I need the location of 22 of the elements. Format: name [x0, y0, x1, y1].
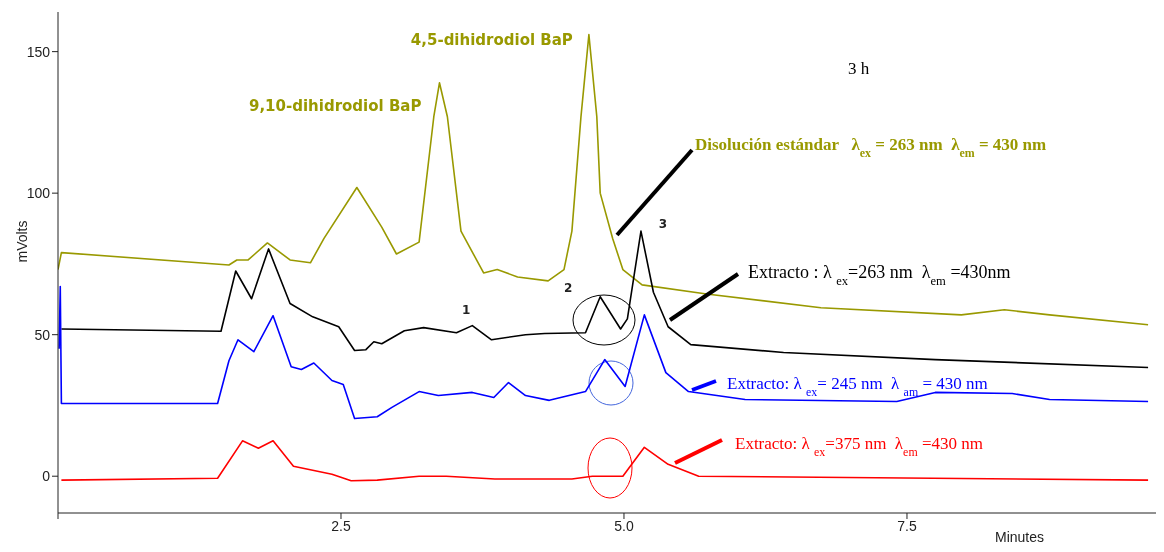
x-tick-label: 5.0	[614, 517, 634, 534]
x-tick-label: 7.5	[897, 517, 917, 534]
text: Extracto : λ $_{ex}$=263 nm λ$_{em}$ =430nm	[748, 262, 1011, 288]
y-tick-label: 0	[42, 468, 51, 485]
annotation: 3	[658, 216, 668, 231]
annotation: 9,10-dihidrodiol BaP	[248, 96, 422, 115]
line-series	[60, 230, 1149, 369]
y-tick-label: 50	[34, 326, 51, 343]
annotation: 2	[564, 280, 573, 295]
x-tick-label: 2.5	[331, 517, 351, 534]
line-series	[58, 285, 1149, 420]
x-axis-title: Minutes	[994, 529, 1044, 545]
y-tick-label: 100	[26, 185, 51, 202]
annotation: 4,5-dihidrodiol BaP	[410, 30, 573, 49]
legend-label: Extracto: λ $_{ex}$=375 nm λ$_{em}$ =430 nm	[735, 434, 983, 459]
legend-label: Extracto: λ $_{ex}$= 245 nm λ $_{am}$ = 430 nm	[727, 374, 988, 399]
y-axis-title: mVolts	[13, 220, 30, 263]
annotation: 3 h	[848, 59, 870, 78]
y-tick-label: 150	[26, 43, 51, 60]
line-series	[58, 33, 1149, 326]
text: Disolución estándar λ$_{ex}$ = 263 nm λ$_{em}$ = 430 nm	[695, 135, 1047, 160]
annotation: 1	[462, 303, 471, 318]
